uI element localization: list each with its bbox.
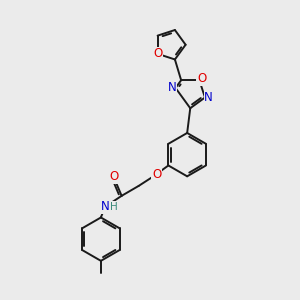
Text: O: O <box>197 72 206 85</box>
Text: N: N <box>101 200 110 213</box>
Text: O: O <box>153 47 162 60</box>
Text: O: O <box>152 168 161 181</box>
Text: N: N <box>204 91 213 104</box>
Text: H: H <box>110 202 118 212</box>
Text: O: O <box>110 170 119 183</box>
Text: N: N <box>167 81 176 94</box>
